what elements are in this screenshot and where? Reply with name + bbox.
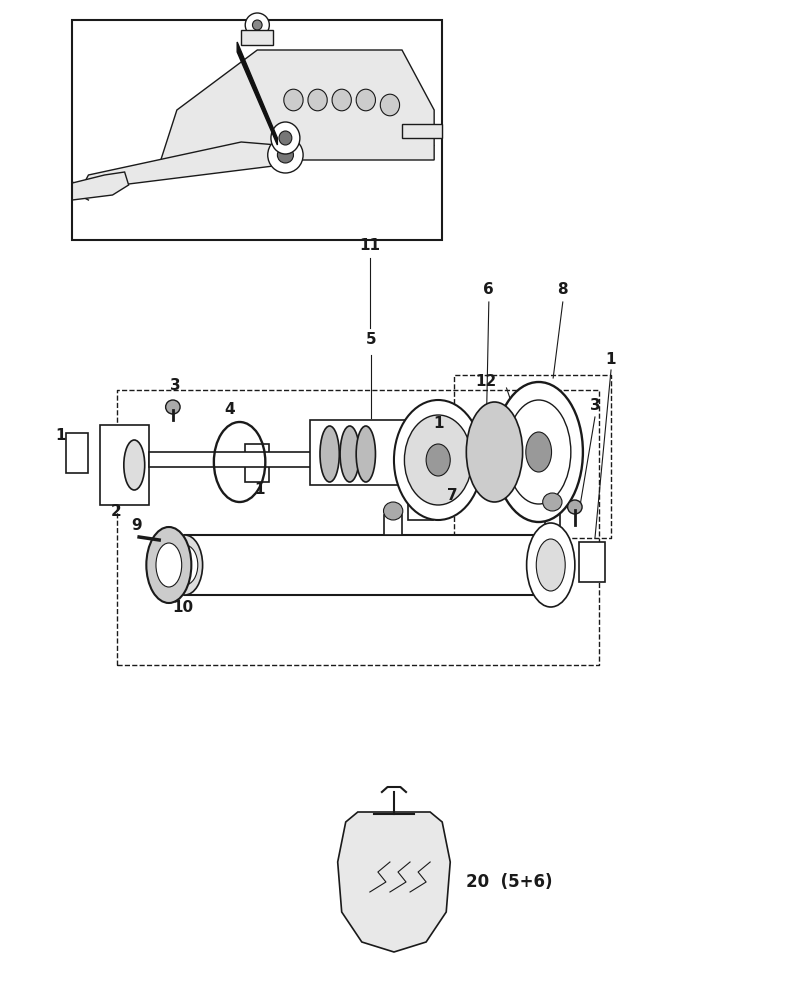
- Text: 5: 5: [365, 332, 377, 348]
- Text: 8: 8: [556, 282, 568, 298]
- Text: 7: 7: [446, 488, 457, 502]
- Ellipse shape: [356, 89, 375, 111]
- Polygon shape: [161, 50, 434, 160]
- Text: 1: 1: [432, 416, 443, 430]
- Text: 6: 6: [483, 282, 494, 298]
- Text: 11: 11: [359, 237, 380, 252]
- Ellipse shape: [494, 382, 582, 522]
- Text: 3: 3: [589, 397, 600, 412]
- Ellipse shape: [252, 20, 262, 30]
- Text: 4: 4: [223, 402, 234, 418]
- Ellipse shape: [426, 444, 450, 476]
- Ellipse shape: [165, 400, 180, 414]
- Text: 3: 3: [169, 377, 181, 392]
- Ellipse shape: [536, 539, 565, 591]
- Bar: [100, 425, 149, 505]
- Ellipse shape: [525, 432, 551, 472]
- Ellipse shape: [277, 147, 293, 163]
- Bar: [544, 507, 559, 535]
- Ellipse shape: [466, 402, 522, 502]
- Ellipse shape: [271, 122, 300, 154]
- Bar: [185, 535, 542, 595]
- Polygon shape: [237, 42, 277, 145]
- Bar: [578, 542, 604, 582]
- Bar: [474, 425, 494, 465]
- Polygon shape: [72, 172, 128, 200]
- Polygon shape: [80, 142, 297, 190]
- Ellipse shape: [380, 94, 399, 116]
- Ellipse shape: [383, 502, 402, 520]
- Bar: [245, 444, 269, 482]
- Ellipse shape: [340, 426, 359, 482]
- Ellipse shape: [332, 89, 351, 111]
- Ellipse shape: [245, 13, 269, 37]
- Ellipse shape: [542, 493, 561, 511]
- Ellipse shape: [156, 543, 181, 587]
- Ellipse shape: [167, 535, 202, 595]
- Polygon shape: [402, 124, 442, 138]
- Ellipse shape: [404, 415, 471, 505]
- Ellipse shape: [279, 131, 291, 145]
- Text: 12: 12: [475, 374, 496, 389]
- Ellipse shape: [526, 523, 574, 607]
- Polygon shape: [241, 30, 273, 45]
- Ellipse shape: [172, 545, 198, 585]
- Text: 1: 1: [55, 428, 66, 442]
- Ellipse shape: [320, 426, 339, 482]
- Text: 10: 10: [173, 600, 194, 615]
- Bar: [149, 452, 494, 467]
- Bar: [408, 482, 432, 520]
- Bar: [384, 515, 402, 535]
- Ellipse shape: [567, 500, 581, 514]
- Text: 20  (5+6): 20 (5+6): [466, 873, 552, 891]
- Ellipse shape: [267, 137, 303, 173]
- Ellipse shape: [308, 89, 327, 111]
- Text: 1: 1: [254, 483, 265, 497]
- Bar: [309, 420, 434, 485]
- Text: 2: 2: [111, 504, 122, 520]
- Ellipse shape: [283, 89, 303, 111]
- Bar: [66, 433, 88, 473]
- Ellipse shape: [356, 426, 375, 482]
- Ellipse shape: [393, 400, 482, 520]
- Text: 1: 1: [605, 353, 616, 367]
- Bar: [72, 20, 442, 240]
- Ellipse shape: [124, 440, 145, 490]
- Ellipse shape: [146, 527, 191, 603]
- Polygon shape: [337, 812, 450, 952]
- Text: 9: 9: [131, 518, 142, 532]
